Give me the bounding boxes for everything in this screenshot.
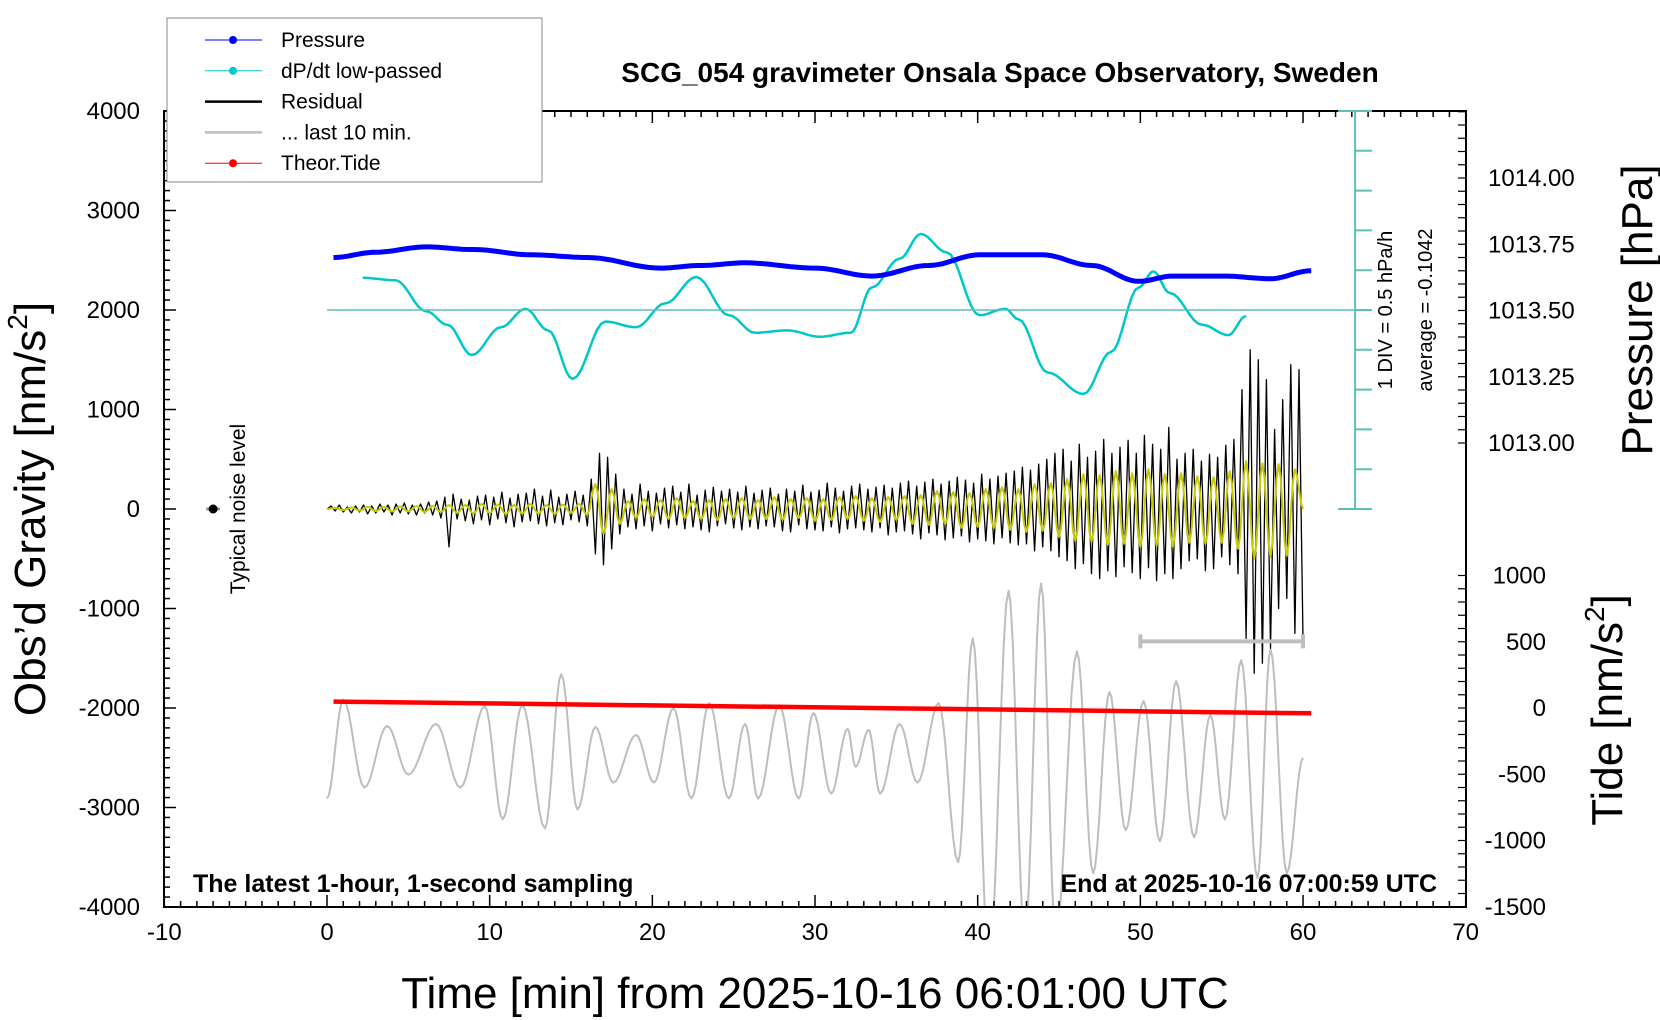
y-tick-label: 4000 (87, 98, 140, 125)
tide-tick-label: 500 (1506, 629, 1546, 656)
legend: Pressure dP/dt low-passed Residual ... last… (166, 17, 543, 183)
y-tick-label: 2000 (87, 297, 140, 324)
plot-frame (163, 110, 1467, 908)
dpdt-div-label: 1 DIV = 0.5 hPa/h (1375, 231, 1397, 389)
legend-label: Theor.Tide (281, 152, 381, 175)
x-tick-label: -10 (147, 919, 182, 946)
y-tick-label: -3000 (79, 795, 140, 822)
x-tick-label: 70 (1452, 919, 1479, 946)
tide-line (333, 699, 1312, 716)
pressure-tick-label: 1013.25 (1488, 364, 1575, 391)
x-tick-label: 10 (476, 919, 503, 946)
filtered-residual-line (326, 460, 1304, 560)
y-tick-label: 0 (127, 496, 140, 523)
bottom-right-note: End at 2025-10-16 07:00:59 UTC (1060, 870, 1437, 898)
legend-label: Pressure (281, 29, 365, 52)
x-tick-label: 0 (320, 919, 333, 946)
tide-tick-label: -1000 (1485, 828, 1546, 855)
tide-tick-label: 1000 (1493, 563, 1546, 590)
x-tick-label: 20 (639, 919, 666, 946)
x-axis-label: Time [min] from 2025-10-16 06:01:00 UTC (401, 969, 1228, 1018)
pressure-tick-label: 1013.75 (1488, 231, 1575, 258)
noise-level-label: Typical noise level (227, 424, 250, 594)
tide-axis-label: Tide [nm/s2] (1579, 594, 1632, 826)
y-tick-label: -2000 (79, 695, 140, 722)
legend-label: Residual (281, 91, 363, 114)
bottom-left-note: The latest 1-hour, 1-second sampling (193, 870, 633, 898)
residual-line (326, 349, 1304, 674)
legend-label: dP/dt low-passed (281, 60, 442, 83)
legend-label: ... last 10 min. (281, 121, 412, 144)
legend-marker (229, 36, 237, 44)
y-tick-label: 1000 (87, 397, 140, 424)
legend-marker (229, 159, 237, 168)
y-axis-label: Obs’d Gravity [nm/s2] (2, 302, 55, 716)
chart-title: SCG_054 gravimeter Onsala Space Observat… (621, 57, 1378, 88)
y-tick-label: -4000 (79, 894, 140, 921)
x-tick-label: 40 (964, 919, 991, 946)
x-tick-label: 60 (1290, 919, 1317, 946)
pressure-line (333, 244, 1312, 284)
legend-box (166, 17, 543, 183)
pressure-axis-label: Pressure [hPa] (1613, 164, 1660, 455)
tide-tick-label: -1500 (1485, 894, 1546, 921)
x-tick-label: 30 (802, 919, 829, 946)
y-tick-label: 3000 (87, 198, 140, 225)
pressure-tick-label: 1013.50 (1488, 298, 1575, 325)
legend-marker (229, 66, 237, 75)
pressure-tick-label: 1013.00 (1488, 430, 1575, 457)
pressure-tick-label: 1014.00 (1488, 165, 1575, 192)
noise-level-marker (208, 504, 218, 514)
tide-tick-label: -500 (1498, 761, 1546, 788)
dpdt-line (362, 232, 1247, 396)
y-tick-label: -1000 (79, 596, 140, 623)
tide-tick-label: 0 (1533, 695, 1546, 722)
dpdt-average-label: average = -0.1042 (1415, 229, 1437, 392)
last10-line (326, 582, 1304, 907)
x-tick-label: 50 (1127, 919, 1154, 946)
